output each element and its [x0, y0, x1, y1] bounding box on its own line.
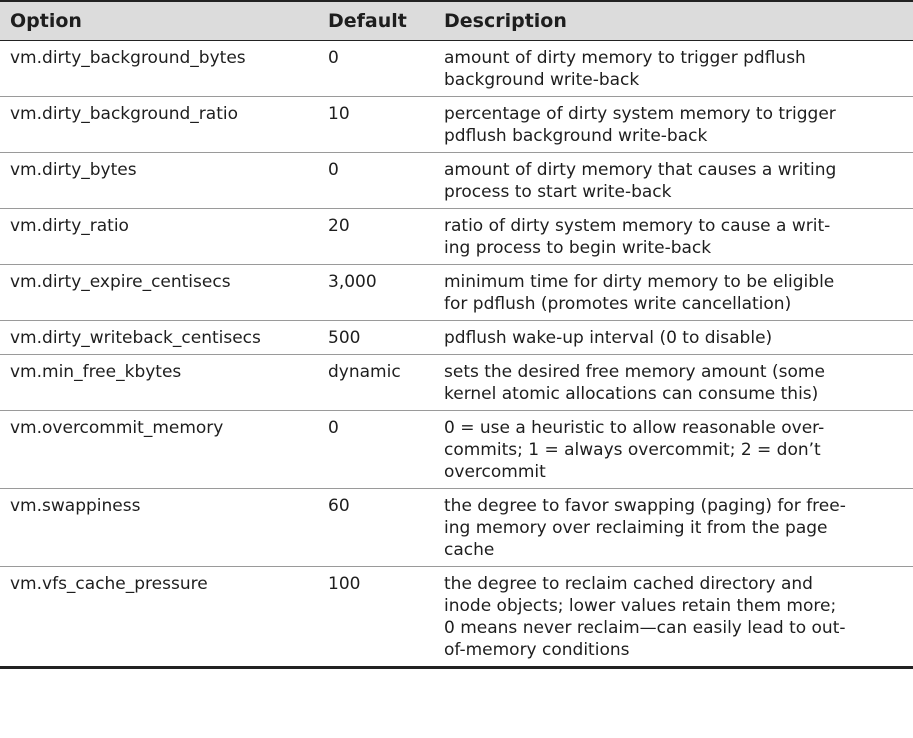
description-line: process to start write-back	[444, 182, 672, 202]
kernel-tunables-table: Option Default Description vm.dirty_back…	[0, 0, 913, 669]
description-line: the degree to reclaim cached directory a…	[444, 574, 813, 594]
option-description: amount of dirty memory that causes a wri…	[436, 152, 913, 209]
option-description: percentage of dirty system memory to tri…	[436, 96, 913, 153]
description-line: background write-back	[444, 70, 640, 90]
table-row: vm.dirty_background_ratio 10 percentage …	[0, 96, 913, 153]
table-row: vm.min_free_kbytes dynamic sets the desi…	[0, 354, 913, 411]
option-name: vm.dirty_ratio	[0, 208, 310, 265]
option-description: 0 = use a heuristic to allow reasonable …	[436, 410, 913, 489]
description-line: ing memory over reclaiming it from the p…	[444, 518, 828, 538]
option-name: vm.swappiness	[0, 488, 310, 567]
description-line: sets the desired free memory amount (som…	[444, 362, 825, 382]
option-name: vm.dirty_bytes	[0, 152, 310, 209]
description-line: cache	[444, 540, 495, 560]
description-line: 0 means never reclaim—can easily lead to…	[444, 618, 846, 638]
description-line: minimum time for dirty memory to be elig…	[444, 272, 835, 292]
table-row: vm.dirty_expire_centisecs 3,000 minimum …	[0, 264, 913, 321]
header-default: Default	[310, 0, 436, 41]
description-line: pdflush wake-up interval (0 to disable)	[444, 328, 773, 348]
default-value: 0	[310, 40, 436, 97]
default-value: 100	[310, 566, 436, 669]
table-row: vm.vfs_cache_pressure 100 the degree to …	[0, 566, 913, 669]
description-line: the degree to favor swapping (paging) fo…	[444, 496, 846, 516]
option-name: vm.min_free_kbytes	[0, 354, 310, 411]
description-line: inode objects; lower values retain them …	[444, 596, 837, 616]
default-value: 0	[310, 410, 436, 489]
option-name: vm.dirty_background_ratio	[0, 96, 310, 153]
option-description: amount of dirty memory to trigger pdflus…	[436, 40, 913, 97]
description-line: for pdflush (promotes write cancellation…	[444, 294, 792, 314]
option-name: vm.vfs_cache_pressure	[0, 566, 310, 669]
option-name: vm.dirty_background_bytes	[0, 40, 310, 97]
description-line: of-memory conditions	[444, 640, 630, 660]
description-line: pdflush background write-back	[444, 126, 708, 146]
description-line: ratio of dirty system memory to cause a …	[444, 216, 831, 236]
description-line: amount of dirty memory that causes a wri…	[444, 160, 837, 180]
option-name: vm.overcommit_memory	[0, 410, 310, 489]
option-description: minimum time for dirty memory to be elig…	[436, 264, 913, 321]
table-row: vm.dirty_ratio 20 ratio of dirty system …	[0, 208, 913, 265]
description-line: percentage of dirty system memory to tri…	[444, 104, 836, 124]
option-name: vm.dirty_writeback_centisecs	[0, 320, 310, 355]
description-line: amount of dirty memory to trigger pdflus…	[444, 48, 806, 68]
table-row: vm.overcommit_memory 0 0 = use a heurist…	[0, 410, 913, 489]
description-line: ing process to begin write-back	[444, 238, 712, 258]
description-line: kernel atomic allocations can consume th…	[444, 384, 819, 404]
default-value: 20	[310, 208, 436, 265]
description-line: 0 = use a heuristic to allow reasonable …	[444, 418, 825, 438]
table-row: vm.dirty_bytes 0 amount of dirty memory …	[0, 152, 913, 209]
option-description: ratio of dirty system memory to cause a …	[436, 208, 913, 265]
default-value: 60	[310, 488, 436, 567]
description-line: overcommit	[444, 462, 546, 482]
default-value: 500	[310, 320, 436, 355]
header-description: Description	[436, 0, 913, 41]
header-option: Option	[0, 0, 310, 41]
option-description: the degree to favor swapping (paging) fo…	[436, 488, 913, 567]
description-line: commits; 1 = always overcommit; 2 = don’…	[444, 440, 821, 460]
header-row: Option Default Description	[0, 0, 913, 41]
default-value: 0	[310, 152, 436, 209]
option-description: pdflush wake-up interval (0 to disable)	[436, 320, 913, 355]
default-value: dynamic	[310, 354, 436, 411]
table-row: vm.dirty_writeback_centisecs 500 pdflush…	[0, 320, 913, 355]
table-row: vm.dirty_background_bytes 0 amount of di…	[0, 40, 913, 97]
option-name: vm.dirty_expire_centisecs	[0, 264, 310, 321]
table-row: vm.swappiness 60 the degree to favor swa…	[0, 488, 913, 567]
option-description: the degree to reclaim cached directory a…	[436, 566, 913, 669]
default-value: 10	[310, 96, 436, 153]
option-description: sets the desired free memory amount (som…	[436, 354, 913, 411]
default-value: 3,000	[310, 264, 436, 321]
